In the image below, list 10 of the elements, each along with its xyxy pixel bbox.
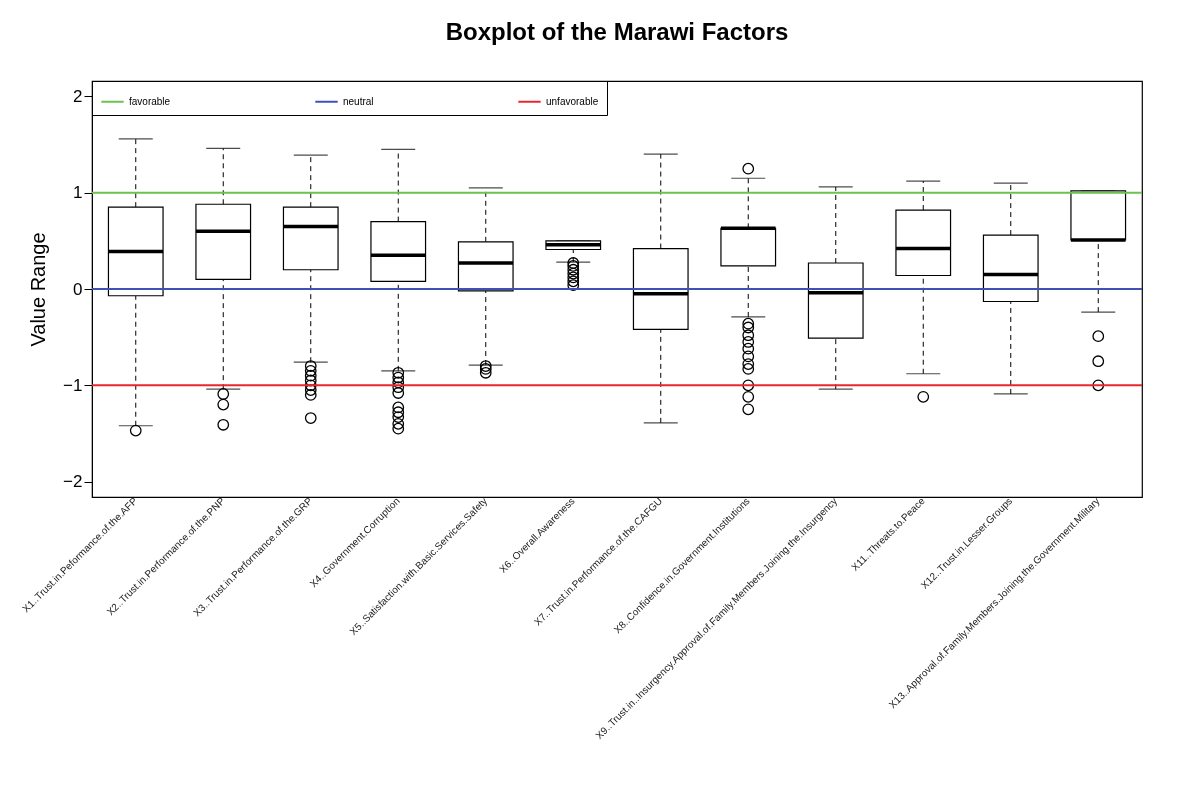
y-tick-label: 1 [73, 183, 83, 203]
chart-title: Boxplot of the Marawi Factors [445, 17, 789, 45]
legend-label: unfavorable [546, 95, 599, 107]
legend-label: neutral [343, 95, 374, 107]
y-tick-label: −1 [63, 375, 83, 395]
y-tick-label: −2 [63, 472, 83, 492]
y-axis-title: Value Range [27, 232, 50, 347]
y-tick-label: 0 [73, 279, 83, 299]
y-tick-label: 2 [73, 86, 83, 106]
legend-label: favorable [129, 95, 171, 107]
